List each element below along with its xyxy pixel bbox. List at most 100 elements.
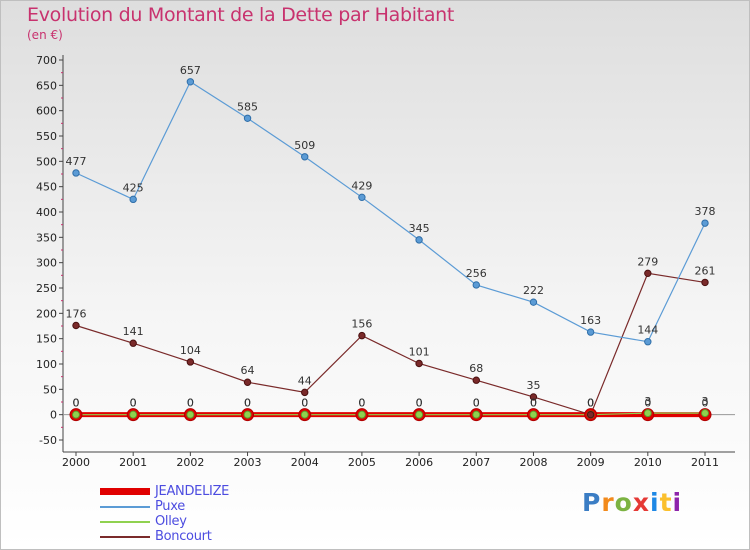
legend: JEANDELIZE Puxe Olley Boncourt — [100, 484, 300, 544]
x-tick-label: 2006 — [405, 456, 433, 469]
data-label-puxe: 477 — [66, 155, 87, 168]
x-tick-label: 2004 — [291, 456, 319, 469]
y-tick-label: 650 — [36, 79, 57, 92]
point-olley — [129, 410, 138, 419]
legend-label-olley: Olley — [155, 514, 187, 529]
point-olley — [72, 410, 80, 419]
point-boncourt — [186, 358, 195, 366]
x-tick-label: 2007 — [462, 456, 490, 469]
legend-swatch-boncourt — [100, 536, 150, 538]
data-label-puxe: 429 — [351, 179, 372, 192]
point-boncourt — [644, 269, 652, 278]
point-puxe — [129, 195, 137, 204]
point-puxe — [644, 338, 652, 346]
point-boncourt — [301, 388, 309, 397]
y-tick-label: 0 — [50, 409, 57, 422]
point-puxe — [472, 281, 480, 289]
data-label-boncourt: 141 — [123, 325, 144, 338]
data-label-puxe: 222 — [523, 284, 544, 297]
data-label-boncourt: 35 — [526, 379, 540, 392]
proxiti-logo: Proxiti — [582, 488, 682, 517]
point-boncourt — [586, 410, 595, 419]
logo-letter: t — [659, 488, 673, 517]
y-tick-label: 350 — [36, 231, 57, 244]
point-puxe — [243, 114, 252, 122]
series-line-olley — [76, 412, 705, 416]
point-olley — [186, 410, 195, 419]
data-label-jeandelize: 0 — [473, 397, 480, 410]
legend-item-puxe: Puxe — [100, 499, 300, 514]
data-label-boncourt: 176 — [66, 307, 87, 320]
y-tick-label: 250 — [36, 282, 57, 295]
data-label-jeandelize: 0 — [73, 397, 80, 410]
logo-letter: i — [650, 488, 660, 517]
data-label-jeandelize: 0 — [244, 397, 251, 410]
legend-item-boncourt: Boncourt — [100, 529, 300, 544]
point-puxe — [701, 219, 709, 227]
point-boncourt — [529, 393, 538, 401]
y-tick-label: 550 — [36, 130, 57, 143]
point-olley — [529, 410, 538, 419]
data-label-boncourt: 261 — [695, 264, 716, 277]
legend-item-olley: Olley — [100, 514, 300, 529]
point-boncourt — [72, 321, 80, 330]
point-boncourt — [358, 331, 366, 340]
y-tick-label: -50 — [39, 434, 57, 447]
y-tick-label: 500 — [36, 155, 57, 168]
data-label-jeandelize: 0 — [187, 397, 194, 410]
point-olley — [300, 410, 309, 419]
logo-letter: i — [672, 488, 683, 517]
x-tick-label: 2002 — [176, 456, 204, 469]
point-puxe — [358, 193, 366, 202]
data-label-olley: 0 — [358, 397, 365, 410]
data-label-jeandelize: 0 — [587, 397, 594, 410]
y-tick-label: 600 — [36, 105, 57, 118]
data-label-olley: 0 — [244, 397, 251, 410]
data-label-boncourt: 68 — [469, 362, 483, 375]
data-label-olley: 0 — [130, 397, 137, 410]
data-label-puxe: 256 — [466, 267, 487, 280]
data-label-jeandelize: 0 — [358, 397, 365, 410]
data-label-boncourt: 104 — [180, 344, 201, 357]
chart-title: Evolution du Montant de la Dette par Hab… — [27, 4, 455, 26]
data-label-puxe: 345 — [409, 222, 430, 235]
data-label-jeandelize: 0 — [130, 397, 137, 410]
point-puxe — [301, 153, 309, 161]
point-olley — [243, 410, 252, 419]
point-puxe — [72, 169, 80, 177]
y-tick-label: 150 — [36, 333, 57, 346]
point-boncourt — [415, 359, 423, 368]
data-label-olley: 3 — [702, 395, 709, 408]
y-tick-label: 400 — [36, 206, 57, 219]
point-puxe — [586, 328, 595, 336]
data-label-jeandelize: 0 — [644, 397, 651, 410]
legend-swatch-jeandelize — [100, 488, 150, 495]
point-olley — [643, 409, 652, 418]
logo-letter: o — [614, 488, 633, 517]
data-label-olley: 0 — [73, 397, 80, 410]
legend-swatch-olley — [100, 521, 150, 523]
data-label-puxe: 425 — [123, 181, 144, 194]
point-puxe — [415, 236, 423, 244]
x-tick-label: 2009 — [577, 456, 605, 469]
y-tick-label: 300 — [36, 257, 57, 270]
y-tick-label: 700 — [36, 54, 57, 67]
legend-label-jeandelize: JEANDELIZE — [155, 484, 230, 499]
data-label-puxe: 509 — [294, 139, 315, 152]
data-label-puxe: 163 — [580, 314, 601, 327]
data-label-jeandelize: 0 — [416, 397, 423, 410]
series-points — [69, 78, 712, 422]
legend-label-puxe: Puxe — [155, 499, 185, 514]
data-label-jeandelize: 0 — [702, 397, 709, 410]
data-label-boncourt: 279 — [637, 255, 658, 268]
data-label-puxe: 657 — [180, 64, 201, 77]
axes: -500501001502002503003504004505005506006… — [36, 54, 735, 469]
unit-label: (en €) — [27, 28, 63, 42]
point-olley — [472, 410, 481, 419]
data-label-olley: 0 — [587, 397, 594, 410]
data-label-puxe: 144 — [637, 324, 658, 337]
x-tick-label: 2005 — [348, 456, 376, 469]
data-label-jeandelize: 0 — [530, 397, 537, 410]
